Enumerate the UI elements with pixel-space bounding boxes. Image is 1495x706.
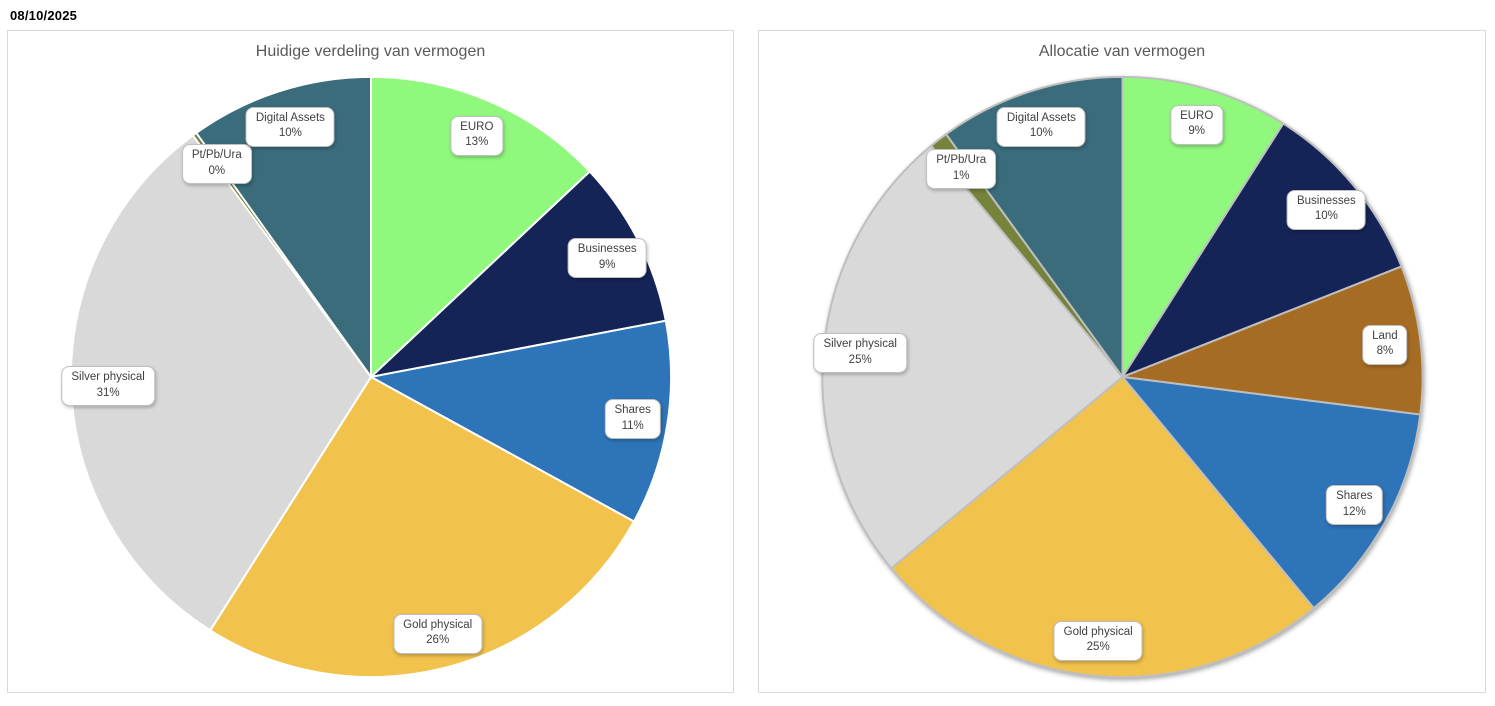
pie-label-percent: 25% <box>848 353 872 366</box>
pie-label-pt-pb-ura: Pt/Pb/Ura 1% <box>926 149 997 190</box>
pie-label-gold-physical: Gold physical 25% <box>1053 620 1143 661</box>
pie-label-name: Silver physical <box>71 371 145 384</box>
pie-label-name: Businesses <box>577 243 637 256</box>
pie-label-percent: 26% <box>426 634 450 647</box>
pie-label-shares: Shares 12% <box>1326 485 1383 526</box>
pie-label-businesses: Businesses 10% <box>1286 189 1366 230</box>
pie-slice-euro[interactable] <box>1121 75 1285 378</box>
pie-label-name: EURO <box>460 120 494 133</box>
pie-label-percent: 10% <box>1314 210 1338 223</box>
pie-label-percent: 13% <box>465 136 489 149</box>
pie-label-digital-assets: Digital Assets 10% <box>996 106 1086 147</box>
pie-slice-gold-physical[interactable] <box>209 375 635 679</box>
pie-label-percent: 0% <box>208 164 226 177</box>
pie-label-percent: 10% <box>1029 127 1053 140</box>
pie-label-silver-physical: Silver physical 25% <box>813 333 907 374</box>
pie-slice-land[interactable] <box>1121 265 1424 416</box>
chart-panel-allocation: EURO 9% Businesses 10% Land 8% Shares 12% Gold p… <box>758 30 1486 693</box>
pie-label-name: Shares <box>1336 490 1373 503</box>
pie-slice-pt-pb-ura[interactable] <box>191 131 372 378</box>
pie-label-percent: 10% <box>278 127 302 140</box>
date-label: 08/10/2025 <box>10 8 78 23</box>
pie-label-digital-assets: Digital Assets 10% <box>245 106 335 147</box>
pie-label-percent: 1% <box>952 169 970 182</box>
pie-label-businesses: Businesses 9% <box>567 238 647 279</box>
pie-label-name: Land <box>1372 329 1398 342</box>
pie-label-name: Pt/Pb/Ura <box>936 154 987 167</box>
pie-label-percent: 9% <box>598 258 616 271</box>
pie-label-name: Gold physical <box>1063 625 1133 638</box>
pie-label-euro: EURO 13% <box>450 115 504 156</box>
pie-label-name: Shares <box>614 404 651 417</box>
pie-slice-shares[interactable] <box>1121 375 1422 610</box>
pie-label-percent: 25% <box>1086 641 1110 654</box>
pie-slice-shares[interactable] <box>370 319 673 523</box>
pie-svg <box>821 75 1424 678</box>
pie-label-percent: 8% <box>1376 345 1394 358</box>
pie-label-name: Digital Assets <box>255 111 325 124</box>
pie-label-pt-pb-ura: Pt/Pb/Ura 0% <box>181 144 252 185</box>
chart-panel-current-distribution: EURO 13% Businesses 9% Shares 11% Gold physica… <box>7 30 734 693</box>
pie-label-gold-physical: Gold physical 26% <box>393 613 483 654</box>
pie-chart-allocation: EURO 9% Businesses 10% Land 8% Shares 12% Gold p… <box>759 31 1485 692</box>
pie-label-name: EURO <box>1180 109 1214 122</box>
pie-label-name: Gold physical <box>403 618 473 631</box>
pie-label-name: Silver physical <box>823 338 897 351</box>
pie-label-percent: 31% <box>96 386 120 399</box>
pie-label-percent: 9% <box>1188 125 1205 137</box>
pie-label-percent: 12% <box>1342 505 1366 518</box>
chart-title-allocation: Allocatie van vermogen <box>1038 43 1206 60</box>
pie-label-shares: Shares 11% <box>604 399 661 440</box>
pie-label-name: Pt/Pb/Ura <box>191 149 242 162</box>
pie-slice-businesses[interactable] <box>1121 122 1403 378</box>
pie-slice-gold-physical[interactable] <box>890 375 1315 678</box>
pie-label-euro: EURO 9% <box>1170 104 1224 145</box>
pie-chart-current-distribution: EURO 13% Businesses 9% Shares 11% Gold physica… <box>8 31 733 692</box>
pie-label-percent: 11% <box>621 419 644 432</box>
chart-title-current-distribution: Huidige verdeling van vermogen <box>255 43 486 60</box>
pie-label-land: Land 8% <box>1362 324 1408 365</box>
pie-label-name: Digital Assets <box>1006 111 1076 124</box>
pie-label-silver-physical: Silver physical 31% <box>61 366 155 407</box>
pie-slice-euro[interactable] <box>370 75 591 378</box>
pie-label-name: Businesses <box>1296 194 1356 207</box>
pie-svg <box>69 75 673 679</box>
